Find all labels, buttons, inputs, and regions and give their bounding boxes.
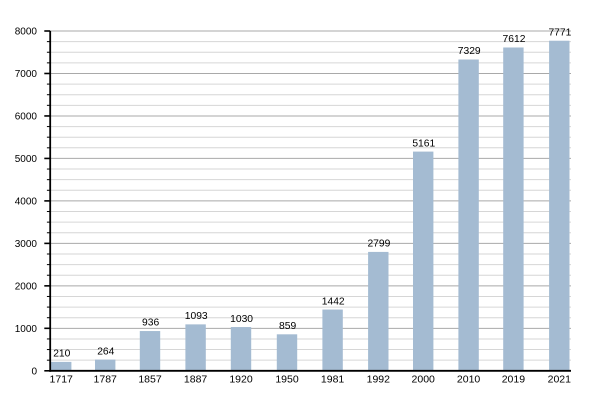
svg-text:2019: 2019: [502, 373, 526, 385]
svg-text:1000: 1000: [15, 324, 38, 335]
svg-text:1981: 1981: [321, 373, 345, 385]
svg-text:1887: 1887: [184, 373, 208, 385]
svg-text:859: 859: [279, 321, 296, 332]
svg-text:5000: 5000: [15, 154, 38, 165]
svg-text:0: 0: [31, 366, 37, 377]
svg-text:7000: 7000: [15, 69, 38, 80]
svg-text:7771: 7771: [548, 27, 571, 38]
svg-text:5161: 5161: [412, 138, 435, 149]
svg-text:1717: 1717: [50, 373, 74, 385]
svg-text:3000: 3000: [15, 239, 38, 250]
svg-text:936: 936: [142, 318, 159, 329]
svg-text:2000: 2000: [412, 373, 436, 385]
svg-text:210: 210: [53, 349, 70, 360]
svg-text:1787: 1787: [94, 373, 118, 385]
svg-text:6000: 6000: [15, 112, 38, 123]
svg-text:4000: 4000: [15, 197, 38, 208]
svg-text:1857: 1857: [138, 373, 162, 385]
svg-text:2799: 2799: [367, 239, 390, 250]
svg-text:1030: 1030: [230, 314, 253, 325]
svg-text:2010: 2010: [457, 373, 481, 385]
svg-text:1920: 1920: [229, 373, 253, 385]
svg-text:1992: 1992: [367, 373, 391, 385]
svg-text:1442: 1442: [322, 296, 345, 307]
svg-text:7329: 7329: [458, 46, 481, 57]
svg-text:1093: 1093: [185, 311, 208, 322]
svg-text:7612: 7612: [503, 34, 526, 45]
svg-text:8000: 8000: [15, 27, 38, 38]
svg-text:1950: 1950: [275, 373, 299, 385]
svg-text:2021: 2021: [548, 373, 572, 385]
svg-text:2000: 2000: [15, 281, 38, 292]
svg-text:264: 264: [97, 346, 114, 357]
